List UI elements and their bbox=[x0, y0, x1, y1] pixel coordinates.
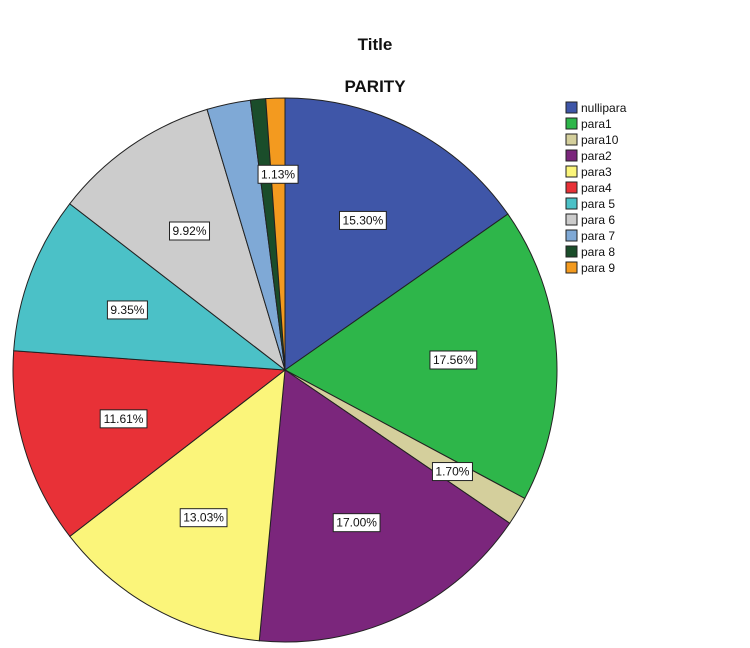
data-label-para-9: 1.13% bbox=[257, 164, 299, 184]
legend-label: para 6 bbox=[581, 213, 615, 227]
legend-label: para3 bbox=[581, 165, 612, 179]
legend-swatch bbox=[565, 101, 578, 114]
data-label-box bbox=[169, 221, 211, 241]
data-label-para4: 11.61% bbox=[99, 409, 148, 429]
legend-swatch bbox=[565, 213, 578, 226]
legend-label: para 8 bbox=[581, 245, 615, 259]
data-label-para-6: 9.92% bbox=[169, 221, 211, 241]
data-label-text: 17.00% bbox=[336, 516, 377, 530]
legend-item-para1: para1 bbox=[565, 117, 612, 131]
data-label-text: 9.92% bbox=[172, 224, 206, 238]
chart-subtitle: PARITY bbox=[344, 77, 406, 96]
pie-slice-para1 bbox=[284, 213, 558, 500]
legend-item-para-6: para 6 bbox=[565, 213, 615, 227]
data-label-box bbox=[99, 409, 148, 429]
data-label-para-5: 9.35% bbox=[106, 300, 148, 320]
legend-swatch bbox=[565, 245, 578, 258]
legend-item-para-5: para 5 bbox=[565, 197, 615, 211]
legend-item-para-8: para 8 bbox=[565, 245, 615, 259]
data-label-text: 15.30% bbox=[343, 213, 384, 227]
legend-item-para-7: para 7 bbox=[565, 229, 615, 243]
legend-label: para 7 bbox=[581, 229, 615, 243]
legend-swatch bbox=[565, 117, 578, 130]
legend-item-para-9: para 9 bbox=[565, 261, 615, 275]
pie-slice-nullipara bbox=[284, 97, 509, 371]
data-label-nullipara: 15.30% bbox=[339, 210, 387, 230]
legend-item-para2: para2 bbox=[565, 149, 612, 163]
legend-item-para4: para4 bbox=[565, 181, 612, 195]
pie-slice-para3 bbox=[69, 368, 286, 642]
data-label-box bbox=[179, 508, 228, 528]
legend-item-para3: para3 bbox=[565, 165, 612, 179]
legend-swatch bbox=[565, 133, 578, 146]
legend-label: nullipara bbox=[581, 101, 627, 115]
legend-item-nullipara: nullipara bbox=[565, 101, 627, 115]
legend-label: para2 bbox=[581, 149, 612, 163]
data-label-para2: 17.00% bbox=[332, 513, 381, 533]
legend-label: para4 bbox=[581, 181, 612, 195]
legend-label: para 9 bbox=[581, 261, 615, 275]
legend-swatch bbox=[565, 261, 578, 274]
data-label-text: 13.03% bbox=[183, 511, 224, 525]
legend-label: para 5 bbox=[581, 197, 615, 211]
chart-title: Title bbox=[358, 35, 393, 54]
pie-slice-para4 bbox=[12, 350, 287, 538]
pie-slice-para-5 bbox=[13, 203, 287, 371]
data-label-box bbox=[431, 462, 473, 482]
legend-swatch bbox=[565, 229, 578, 242]
data-label-box bbox=[332, 513, 381, 533]
legend-item-para10: para10 bbox=[565, 133, 619, 147]
data-label-text: 17.56% bbox=[433, 353, 474, 367]
data-label-box bbox=[339, 210, 387, 230]
data-label-box bbox=[257, 164, 299, 184]
legend-swatch bbox=[565, 149, 578, 162]
data-label-box bbox=[429, 350, 478, 370]
legend: nullipara para1 para10 para2 para3 para4 para … bbox=[565, 101, 627, 275]
data-label-text: 1.70% bbox=[435, 465, 469, 479]
pie-slices bbox=[12, 97, 558, 643]
data-label-text: 9.35% bbox=[110, 303, 144, 317]
data-label-para1: 17.56% bbox=[429, 350, 478, 370]
pie-slice-para2 bbox=[258, 369, 511, 643]
legend-swatch bbox=[565, 197, 578, 210]
pie-data-labels: 15.30% 17.56% 1.70% 17.00% 13.03% 11.61% 9.35%… bbox=[99, 164, 478, 533]
legend-label: para10 bbox=[581, 133, 619, 147]
data-label-text: 1.13% bbox=[261, 167, 295, 181]
legend-swatch bbox=[565, 181, 578, 194]
data-label-para3: 13.03% bbox=[179, 508, 228, 528]
legend-label: para1 bbox=[581, 117, 612, 131]
data-label-text: 11.61% bbox=[104, 412, 144, 426]
legend-swatch bbox=[565, 165, 578, 178]
data-label-box bbox=[106, 300, 148, 320]
data-label-para10: 1.70% bbox=[431, 462, 473, 482]
